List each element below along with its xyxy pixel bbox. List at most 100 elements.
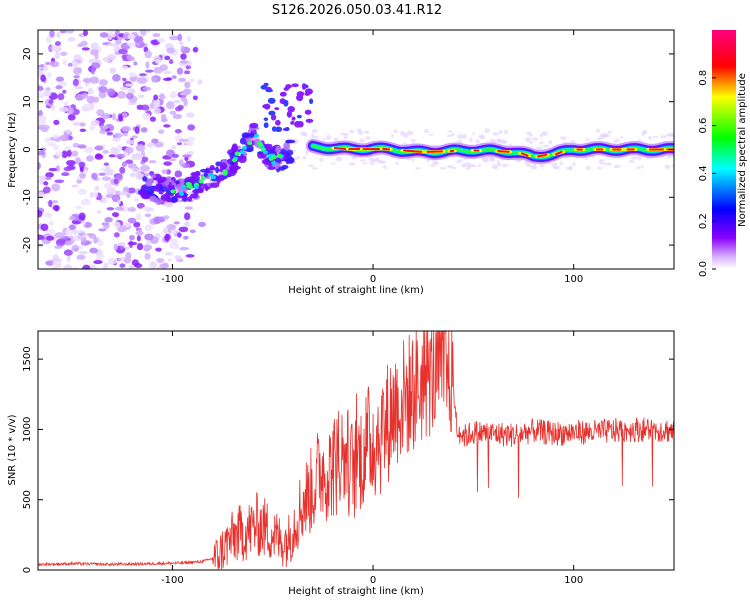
noise-blob [136,202,145,209]
faint-noise-blob [542,144,550,148]
faint-noise-blob [359,138,366,143]
faint-noise-blob [636,166,641,170]
noise-blob [131,259,139,267]
noise-blob [113,132,123,138]
spectrogram-xtick-label: -100 [161,274,184,285]
branch-blob [305,118,314,123]
noise-blob [186,150,194,156]
noise-blob [155,247,162,252]
branch-blob [304,92,311,96]
noise-blob [80,199,91,206]
ridge-blob [278,166,286,171]
noise-blob [66,149,72,157]
noise-blob [131,167,140,173]
noise-blob [81,221,86,226]
snr-xtick-label: 100 [564,575,583,586]
ridge-blob [197,186,204,194]
ridge-blob [285,139,296,144]
faint-noise-blob [490,157,495,160]
noise-blob [107,30,116,33]
noise-blob [136,242,144,251]
ridge-blob [204,185,209,192]
noise-blob [81,92,89,99]
faint-noise-blob [369,161,375,166]
noise-blob [174,170,183,178]
branch-blob [274,107,280,111]
noise-blob [38,66,43,70]
noise-blob [178,77,187,83]
noise-blob [127,217,137,224]
noise-blob [159,64,168,72]
noise-blob [69,224,76,231]
noise-blob [128,264,135,269]
noise-blob [51,199,59,204]
colorbar-gradient [712,30,736,269]
noise-blob [72,266,79,269]
faint-noise-blob [628,160,635,163]
noise-blob [49,30,55,38]
ridge-highlight [239,150,245,155]
colorbar-tick-label: 0.0 [698,261,709,277]
noise-blob [136,235,141,242]
ridge-blob [149,197,159,202]
ridge-highlight [262,150,268,155]
noise-blob [176,67,184,75]
noise-blob [169,238,179,244]
noise-blob [79,172,87,179]
faint-noise-blob [423,128,429,134]
noise-blob [134,126,140,135]
ridge-blob [139,190,148,197]
faint-noise-blob [415,167,421,170]
faint-noise-blob [469,137,473,143]
noise-blob [118,114,124,122]
faint-noise-blob [607,130,612,134]
noise-blob [151,76,158,83]
ridge-highlight [271,160,277,165]
noise-blob [144,172,151,177]
noise-blob [45,260,55,266]
snr-ytick-label: 500 [22,490,33,509]
colorbar-tick-label: 0.8 [698,70,709,86]
branch-blob [290,120,295,125]
faint-noise-blob [343,134,348,140]
noise-blob [91,62,101,69]
faint-noise-blob [393,129,398,134]
snr-ytick-label: 1500 [22,346,33,371]
faint-noise-blob [595,128,600,133]
noise-blob [48,220,54,227]
noise-blob [67,114,76,121]
noise-blob [53,119,60,125]
noise-blob [116,90,127,99]
noise-blob [140,165,151,172]
noise-blob [71,244,80,252]
branch-blob [267,97,276,104]
noise-blob [128,72,137,78]
noise-blob [144,224,153,232]
noise-blob [145,69,154,73]
noise-blob [171,75,177,79]
noise-blob [97,254,106,258]
noise-blob [79,122,86,127]
ridge-blob [275,145,282,153]
faint-noise-blob [365,130,370,135]
faint-noise-blob [395,162,400,165]
noise-blob [38,92,45,99]
noise-blob [162,215,170,220]
noise-blob [185,254,195,258]
noise-blob [131,153,136,161]
noise-blob [161,169,168,174]
faint-noise-blob [529,134,534,137]
noise-blob [72,121,82,126]
faint-noise-blob [619,136,624,139]
noise-blob [140,127,148,133]
noise-blob [63,240,74,246]
ridge-peak-red [554,150,563,156]
snr-plot-area [38,331,674,570]
ridge-blob [245,144,254,153]
noise-blob [65,228,75,236]
noise-blob [49,61,60,68]
noise-blob [172,113,183,120]
faint-noise-blob [637,155,642,161]
noise-blob [76,179,83,184]
